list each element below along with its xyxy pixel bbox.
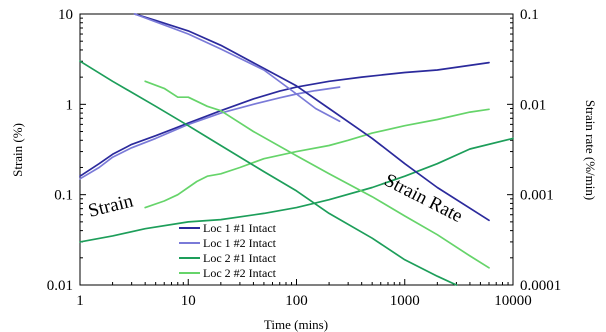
y-right-tick-label: 0.001 — [520, 188, 554, 204]
x-tick-label: 100 — [285, 293, 308, 309]
series-line-loc-1-2-intact-strain-rate — [133, 13, 341, 123]
series-line-loc-2-1-intact-strain — [79, 137, 514, 243]
y-left-tick-label: 1 — [66, 97, 74, 113]
x-tick-label: 1 — [76, 293, 84, 309]
y-left-tick-label: 10 — [58, 7, 73, 23]
y-left-tick-label: 0.1 — [54, 188, 73, 204]
y-axis-right-label: Strain rate (%/min) — [583, 100, 598, 200]
y-right-tick-label: 0.1 — [520, 7, 539, 23]
series-line-loc-1-2-intact-strain — [79, 86, 341, 180]
legend-label: Loc 2 #2 Intact — [203, 266, 277, 280]
series-line-loc-2-1-intact-strain-rate — [79, 60, 458, 286]
y-right-tick-label: 0.0001 — [520, 278, 561, 294]
x-tick-label: 10 — [181, 293, 196, 309]
strain-annotation: Strain — [86, 190, 136, 221]
x-tick-label: 10000 — [494, 293, 532, 309]
series-line-loc-2-2-intact-strain-rate — [144, 80, 490, 269]
series-line-loc-2-2-intact-strain — [144, 108, 490, 209]
axis-ticks — [79, 13, 514, 286]
series-lines — [79, 13, 514, 286]
axis-tick-labels: 1 10 100 1000 10000 0.01 0.1 1 10 0.0001 0.001 0.01… — [47, 7, 562, 309]
legend-label: Loc 1 #2 Intact — [203, 236, 277, 250]
y-axis-left-label: Strain (%) — [10, 123, 25, 177]
y-right-tick-label: 0.01 — [520, 97, 546, 113]
x-tick-label: 1000 — [390, 293, 420, 309]
y-left-tick-label: 0.01 — [47, 278, 73, 294]
legend-label: Loc 1 #1 Intact — [203, 221, 277, 235]
series-line-loc-1-1-intact-strain — [79, 61, 490, 178]
plot-area-frame — [79, 13, 514, 286]
series-line-loc-1-1-intact-strain-rate — [133, 13, 490, 222]
x-axis-label: Time (mins) — [264, 317, 328, 332]
legend-label: Loc 2 #1 Intact — [203, 251, 277, 265]
